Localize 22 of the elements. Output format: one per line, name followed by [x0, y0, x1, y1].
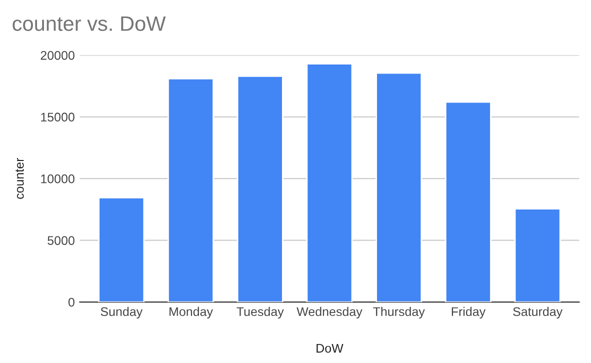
x-tick-label: Saturday: [513, 306, 563, 319]
y-tick-label: 15000: [41, 112, 74, 122]
y-axis-title: counter: [16, 158, 24, 199]
x-axis-title: DoW: [316, 344, 344, 353]
chart-title: counter vs. DoW: [12, 16, 166, 31]
bar: [376, 72, 422, 302]
x-tick-label: Sunday: [100, 306, 143, 319]
bar: [236, 75, 284, 302]
bar: [168, 78, 214, 302]
x-tick-label: Wednesday: [296, 306, 362, 319]
y-tick-label: 10000: [41, 174, 74, 184]
y-tick-label: 0: [68, 298, 74, 307]
y-tick-label: 5000: [48, 236, 74, 245]
bar: [514, 208, 561, 302]
bar: [444, 101, 492, 302]
bar: [98, 197, 145, 302]
y-tick-label: 20000: [40, 50, 74, 60]
x-tick-label: Monday: [170, 306, 213, 319]
x-tick-label: Friday: [452, 306, 486, 319]
x-tick-label: Tuesday: [236, 306, 284, 319]
x-tick-label: Thursday: [373, 306, 425, 319]
bar: [306, 63, 353, 302]
